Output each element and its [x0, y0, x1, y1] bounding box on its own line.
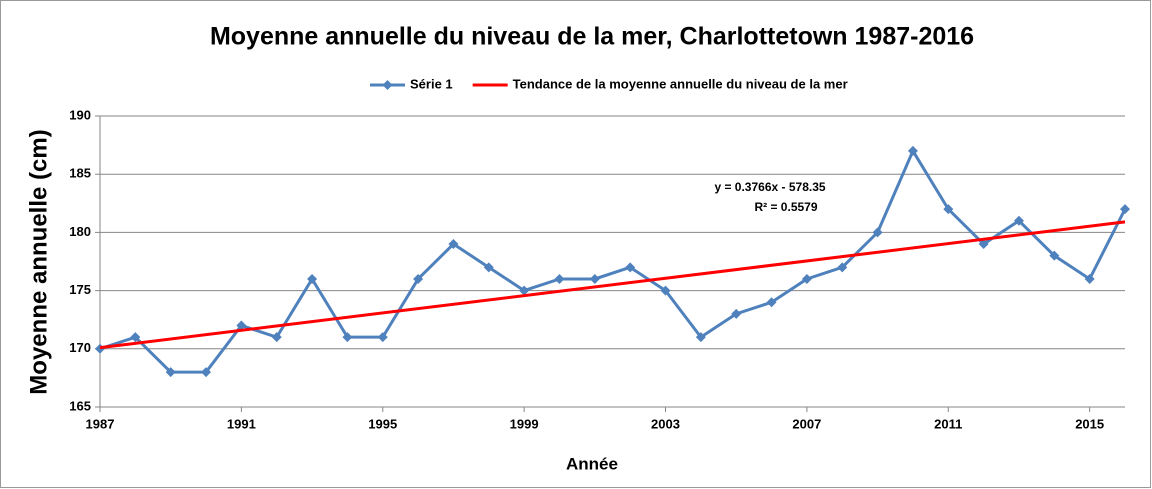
marker: [377, 332, 388, 343]
marker: [519, 285, 530, 296]
marker: [589, 273, 600, 284]
marker: [660, 285, 671, 296]
marker: [872, 227, 883, 238]
marker: [236, 320, 247, 331]
marker: [307, 273, 318, 284]
marker: [731, 308, 742, 319]
y-tick-label: 190: [69, 107, 91, 122]
x-tick-label: 1995: [368, 416, 397, 431]
marker: [766, 297, 777, 308]
x-axis-label: Année: [566, 454, 618, 473]
y-axis-label: Moyenne annuelle (cm): [25, 129, 52, 394]
y-tick-label: 170: [69, 340, 91, 355]
y-tick-label: 175: [69, 282, 91, 297]
y-tick-label: 185: [69, 166, 91, 181]
annotation: y = 0.3766x - 578.35: [714, 180, 825, 194]
marker: [943, 204, 954, 215]
marker: [271, 332, 282, 343]
marker: [695, 332, 706, 343]
legend-marker: [382, 80, 393, 90]
marker: [1049, 250, 1060, 261]
x-tick-label: 1987: [86, 416, 115, 431]
y-tick-label: 165: [69, 398, 91, 413]
x-tick-label: 2003: [651, 416, 680, 431]
marker: [554, 273, 565, 284]
x-tick-label: 1999: [510, 416, 539, 431]
marker: [1013, 215, 1024, 226]
marker: [978, 239, 989, 250]
chart-title: Moyenne annuelle du niveau de la mer, Ch…: [210, 23, 974, 51]
marker: [342, 332, 353, 343]
legend-label: Série 1: [410, 76, 453, 91]
x-tick-label: 2015: [1075, 416, 1104, 431]
marker: [625, 262, 636, 273]
marker: [448, 239, 459, 250]
marker: [907, 145, 918, 156]
x-tick-label: 2007: [792, 416, 821, 431]
trend-line: [99, 220, 1126, 350]
x-tick-label: 2011: [934, 416, 962, 431]
marker: [483, 262, 494, 273]
marker: [837, 262, 848, 273]
marker: [413, 273, 424, 284]
marker: [1120, 204, 1130, 215]
annotation: R² = 0.5579: [754, 200, 817, 214]
marker: [201, 367, 212, 378]
marker: [130, 332, 141, 343]
y-tick-label: 180: [69, 224, 91, 239]
legend-label: Tendance de la moyenne annuelle du nivea…: [513, 76, 848, 91]
marker: [165, 367, 176, 378]
series-line: [99, 147, 1127, 374]
x-tick-label: 1991: [227, 416, 256, 431]
marker: [801, 273, 812, 284]
marker: [1084, 273, 1095, 284]
